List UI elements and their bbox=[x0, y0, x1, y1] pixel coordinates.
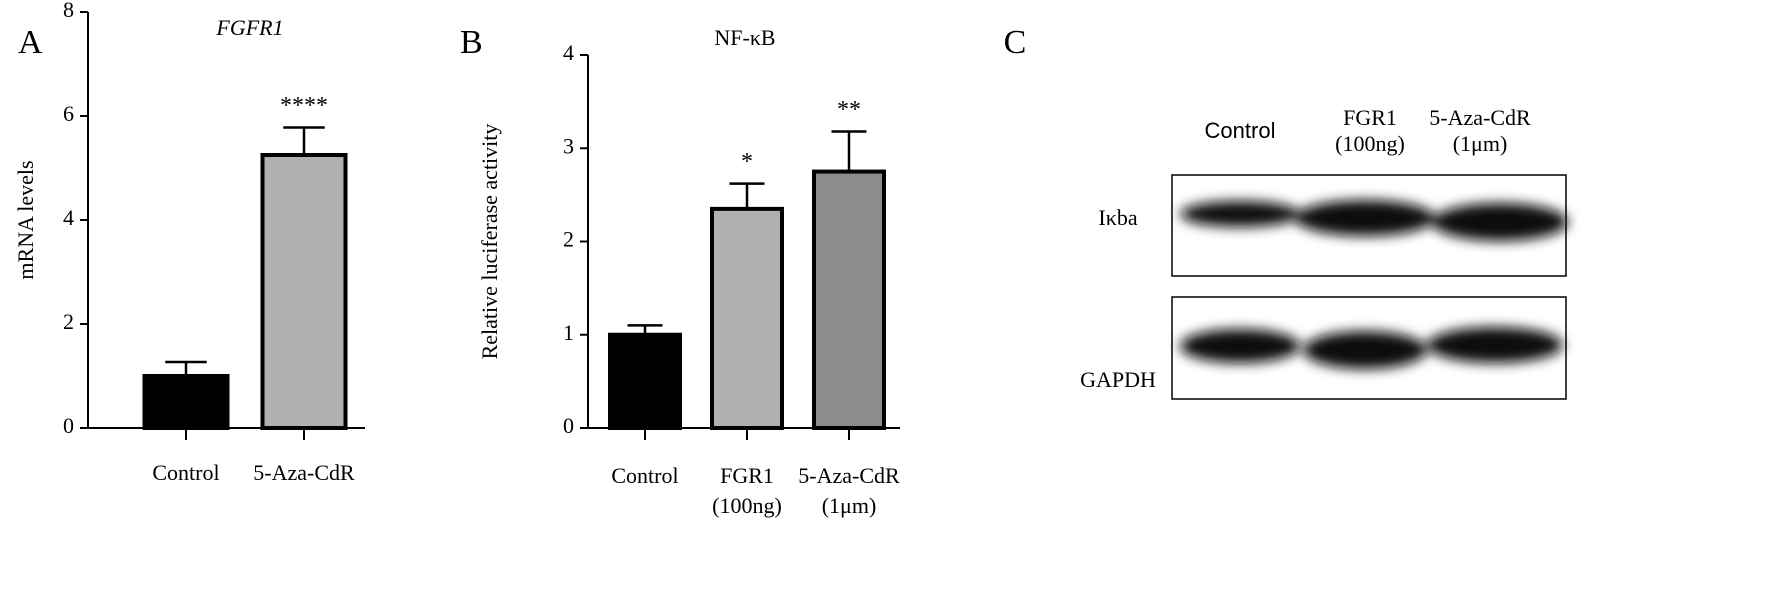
bar bbox=[812, 169, 886, 430]
y-tick-label: 1 bbox=[563, 320, 574, 345]
y-tick-label: 6 bbox=[63, 101, 74, 126]
bar bbox=[142, 374, 230, 430]
band bbox=[1180, 329, 1300, 363]
lane-label: (1μm) bbox=[1453, 131, 1508, 156]
x-tick-label: (1μm) bbox=[822, 493, 877, 518]
significance: * bbox=[741, 149, 753, 175]
band bbox=[1180, 201, 1300, 227]
bar bbox=[608, 332, 682, 430]
y-axis-label: Relative luciferase activity bbox=[477, 124, 502, 360]
row-label: GAPDH bbox=[1080, 367, 1156, 392]
chart-title: NF-κB bbox=[714, 25, 775, 50]
lane-label: Control bbox=[1205, 118, 1276, 143]
x-tick-label: 5-Aza-CdR bbox=[253, 460, 355, 485]
bands bbox=[1180, 200, 1568, 369]
x-tick-label: (100ng) bbox=[712, 493, 782, 518]
lane-label: FGR1 bbox=[1343, 105, 1397, 130]
significance: ** bbox=[837, 97, 861, 123]
bar bbox=[260, 153, 348, 430]
y-tick-label: 4 bbox=[563, 40, 574, 65]
x-tick-label: Control bbox=[611, 463, 678, 488]
x-tick-label: 5-Aza-CdR bbox=[798, 463, 900, 488]
x-tick-label: Control bbox=[152, 460, 219, 485]
band bbox=[1295, 200, 1435, 236]
lane-label: (100ng) bbox=[1335, 131, 1405, 156]
y-tick-label: 8 bbox=[63, 0, 74, 22]
x-tick-label: FGR1 bbox=[720, 463, 774, 488]
bar bbox=[710, 206, 784, 430]
y-tick-label: 4 bbox=[63, 205, 74, 230]
panel-label: B bbox=[460, 24, 483, 61]
panel-label: C bbox=[1004, 24, 1027, 61]
y-tick-label: 2 bbox=[563, 227, 574, 252]
panel-label: A bbox=[18, 24, 43, 61]
y-tick-label: 0 bbox=[563, 413, 574, 438]
significance: **** bbox=[280, 93, 328, 119]
row-label: Iκba bbox=[1098, 205, 1137, 230]
y-tick-label: 2 bbox=[63, 309, 74, 334]
lane-label: 5-Aza-CdR bbox=[1429, 105, 1531, 130]
blot-panel: C bbox=[1004, 24, 1568, 400]
y-axis-label: mRNA levels bbox=[13, 160, 38, 279]
chart-title: FGFR1 bbox=[215, 15, 283, 40]
y-tick-label: 0 bbox=[63, 413, 74, 438]
band bbox=[1432, 203, 1568, 241]
band bbox=[1303, 331, 1427, 369]
band bbox=[1427, 327, 1563, 363]
y-tick-label: 3 bbox=[563, 133, 574, 158]
